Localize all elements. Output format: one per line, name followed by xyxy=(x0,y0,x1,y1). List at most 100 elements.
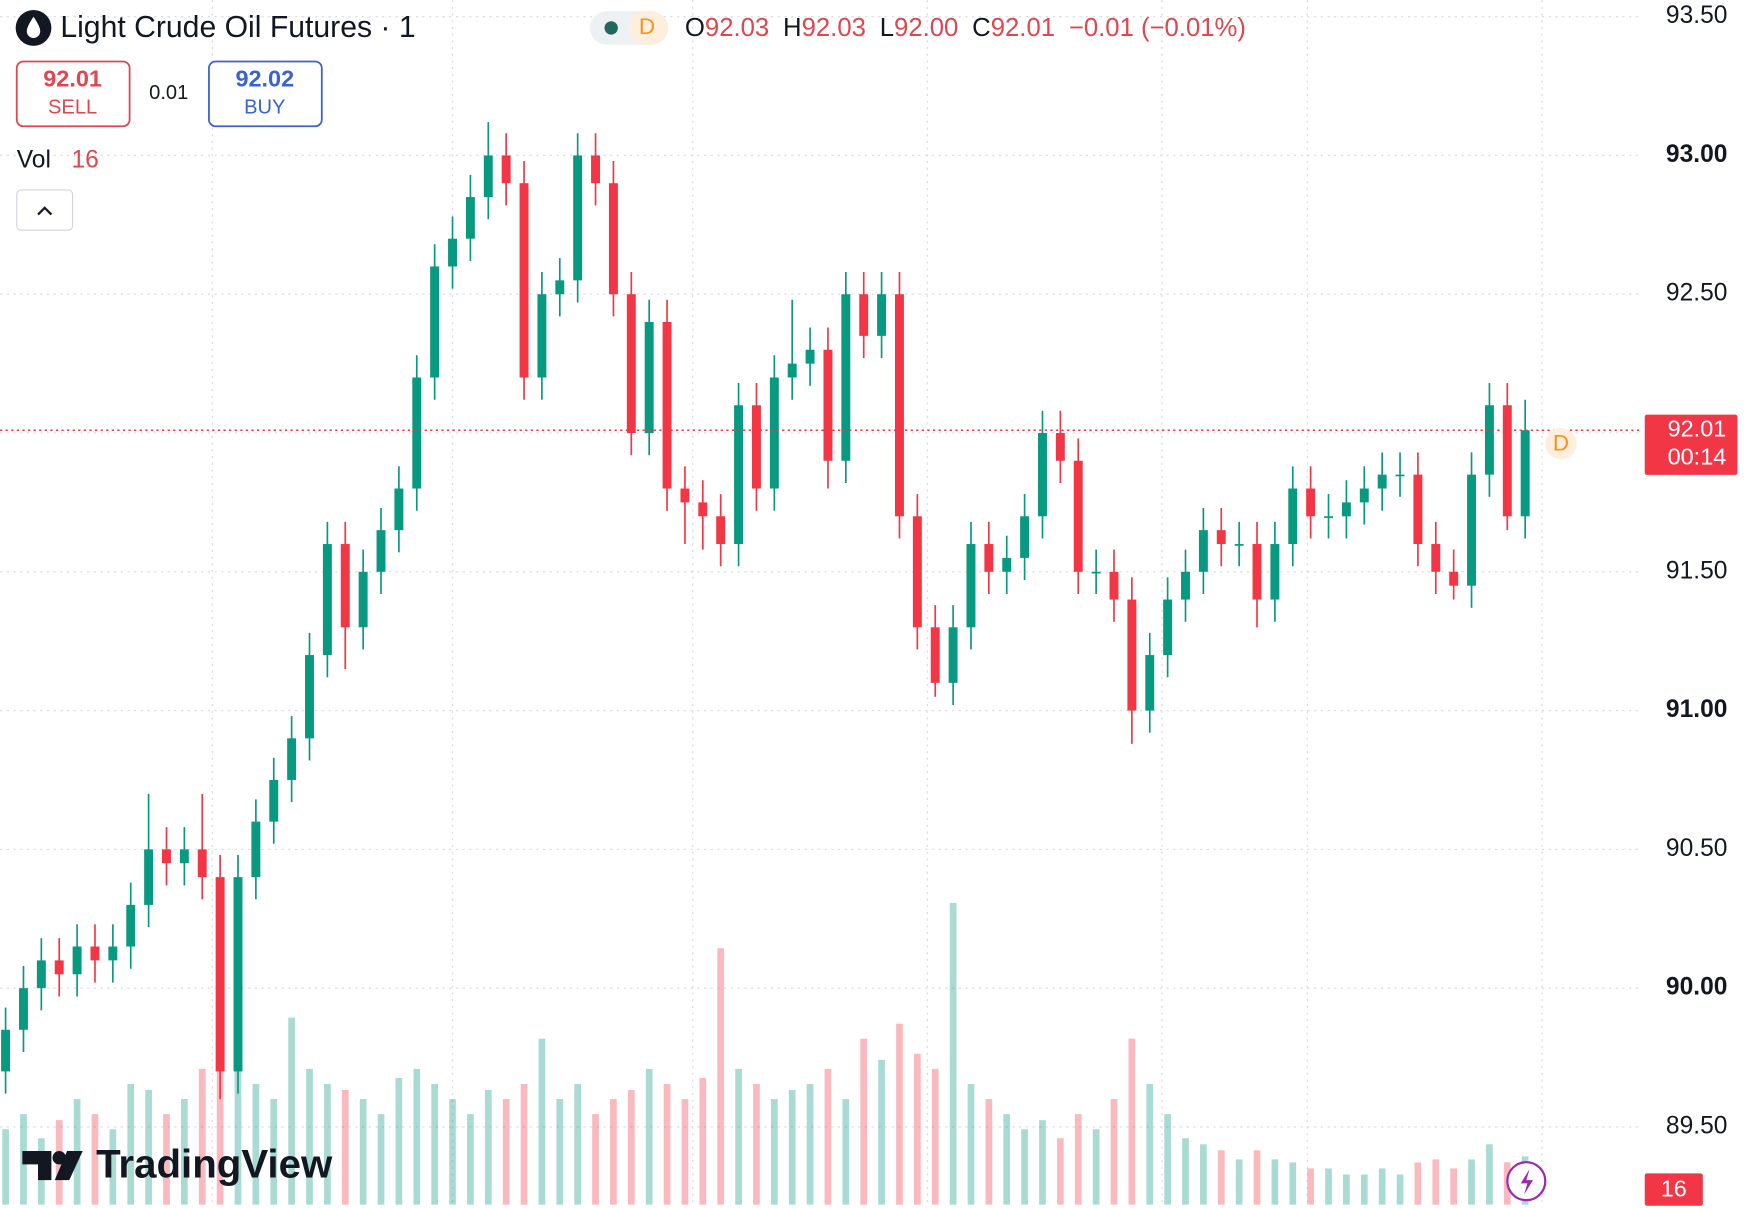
y-tick-label: 90.50 xyxy=(1666,835,1728,862)
time-grid xyxy=(211,0,1543,1205)
candle-body xyxy=(1163,599,1173,656)
volume-bar xyxy=(1360,1174,1368,1205)
candle-body xyxy=(1091,571,1101,574)
volume-bar xyxy=(270,1099,278,1205)
candle-body xyxy=(787,363,797,378)
volume-bar xyxy=(949,902,957,1205)
h-label: H xyxy=(783,14,802,42)
volume-bar xyxy=(1092,1129,1100,1205)
volume-bar xyxy=(1432,1159,1440,1205)
drop-icon xyxy=(26,16,41,38)
buy-price[interactable]: 92.02 xyxy=(235,66,294,92)
buy-label[interactable]: BUY xyxy=(244,97,285,119)
o-label: O xyxy=(685,14,705,42)
volume-bar xyxy=(91,1114,99,1205)
collapse-button[interactable] xyxy=(16,189,74,231)
candle-body xyxy=(394,488,404,531)
volume-bar xyxy=(109,1129,117,1205)
y-tick-label: 92.50 xyxy=(1666,280,1728,307)
candle-body xyxy=(72,946,82,975)
volume-bar xyxy=(520,1083,528,1205)
logo-mark xyxy=(22,1151,52,1181)
last-price-tag xyxy=(1644,414,1738,475)
volume-bar xyxy=(127,1083,135,1205)
volume-bar xyxy=(306,1068,313,1205)
candle-body xyxy=(1073,460,1083,572)
volume-bar xyxy=(288,1017,295,1205)
volume-bar xyxy=(592,1114,599,1205)
candle-body xyxy=(1359,488,1369,503)
countdown: 00:14 xyxy=(1668,443,1727,469)
candle-body xyxy=(144,849,154,905)
y-tick-label: 93.50 xyxy=(1666,2,1728,29)
candle-body xyxy=(215,877,225,1072)
candle-body xyxy=(984,544,994,572)
volume-bar xyxy=(663,1083,671,1205)
candle-body xyxy=(769,377,779,489)
volume-bar xyxy=(788,1089,796,1205)
y-tick-label: 90.00 xyxy=(1666,974,1728,1001)
candle-body xyxy=(233,877,243,1072)
ohlc-legend: O92.03 H92.03 L92.00 C92.01 −0.01 (−0.01… xyxy=(685,14,1246,42)
volume-bar xyxy=(324,1083,331,1205)
candle-body xyxy=(90,946,100,961)
volume-bar xyxy=(824,1068,832,1205)
volume-bar xyxy=(1235,1159,1243,1205)
candle-body xyxy=(18,988,28,1030)
last-price-label: 92.01 xyxy=(1668,415,1727,441)
volume-bar xyxy=(181,1099,188,1205)
candle-body xyxy=(1109,571,1119,600)
sell-button[interactable] xyxy=(15,60,131,128)
sell-label[interactable]: SELL xyxy=(48,97,97,119)
candle-body xyxy=(1002,557,1012,572)
volume-bar xyxy=(145,1089,152,1205)
volume-bar xyxy=(556,1099,564,1205)
volume-bar xyxy=(1128,1038,1136,1205)
candle-body xyxy=(179,849,189,864)
candle-body xyxy=(501,155,511,184)
candle-body xyxy=(1306,488,1316,517)
candle-body xyxy=(662,321,672,489)
dividend-badge[interactable] xyxy=(1545,427,1577,460)
candle-body xyxy=(1270,544,1280,600)
volume-bar xyxy=(395,1077,403,1205)
candle-body xyxy=(1038,433,1047,517)
price-axis: 89.5090.0090.5091.0091.5092.0092.5093.00… xyxy=(1644,2,1738,1206)
candle-body xyxy=(859,294,869,336)
sell-price[interactable]: 92.01 xyxy=(43,66,102,92)
volume-bar xyxy=(1182,1138,1189,1205)
candle-body xyxy=(1520,430,1530,517)
candle-body xyxy=(1020,516,1030,558)
candle-body xyxy=(251,821,261,878)
volume-bar xyxy=(1378,1168,1386,1205)
candle-body xyxy=(573,155,583,281)
logo: TradingView xyxy=(22,1141,333,1186)
candle-body xyxy=(591,155,601,184)
candle-body xyxy=(1377,474,1387,489)
candle-body xyxy=(698,502,708,517)
volume-bar xyxy=(770,1099,778,1205)
candle-body xyxy=(894,294,904,517)
candle-body xyxy=(734,405,744,545)
volume-bar xyxy=(1200,1144,1207,1205)
volume-bar xyxy=(502,1099,510,1205)
volume-bar xyxy=(627,1089,635,1205)
candle-body xyxy=(430,266,440,378)
volume-bar xyxy=(467,1114,474,1205)
symbol-title[interactable]: Light Crude Oil Futures · 1 xyxy=(60,11,415,44)
candle-body xyxy=(126,904,136,947)
volume-tag xyxy=(1644,1173,1703,1206)
candle-body xyxy=(1449,571,1459,586)
candle-body xyxy=(805,349,815,364)
buy-button[interactable] xyxy=(208,60,323,128)
candle-body xyxy=(1324,516,1333,518)
volume-legend-label: Vol xyxy=(17,146,51,173)
candle-body xyxy=(448,238,457,267)
logo-mark xyxy=(54,1151,83,1181)
volume-bar xyxy=(806,1083,814,1205)
volume-bar xyxy=(699,1077,707,1205)
candle-body xyxy=(358,571,368,628)
candle-body xyxy=(1252,544,1262,600)
candle-body xyxy=(269,779,279,822)
